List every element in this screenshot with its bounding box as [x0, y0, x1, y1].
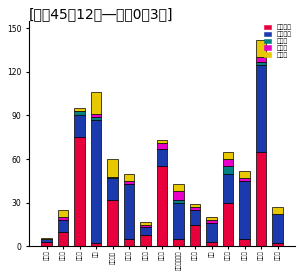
- Bar: [157, 140, 167, 143]
- Bar: [223, 203, 233, 246]
- Bar: [107, 159, 118, 176]
- Bar: [157, 143, 167, 149]
- Bar: [74, 108, 85, 111]
- Bar: [223, 166, 233, 174]
- Bar: [256, 65, 266, 152]
- Bar: [58, 220, 69, 232]
- Bar: [157, 166, 167, 246]
- Bar: [173, 239, 184, 246]
- Bar: [206, 217, 217, 220]
- Bar: [190, 204, 201, 207]
- Bar: [173, 200, 184, 203]
- Bar: [272, 214, 283, 243]
- Bar: [91, 114, 101, 117]
- Bar: [74, 111, 85, 116]
- Bar: [41, 242, 52, 246]
- Bar: [74, 116, 85, 137]
- Bar: [140, 227, 151, 235]
- Bar: [124, 174, 134, 181]
- Bar: [173, 203, 184, 239]
- Bar: [256, 40, 266, 57]
- Bar: [124, 184, 134, 239]
- Bar: [140, 225, 151, 227]
- Bar: [91, 117, 101, 120]
- Bar: [206, 242, 217, 246]
- Bar: [190, 210, 201, 225]
- Bar: [272, 207, 283, 214]
- Bar: [41, 238, 52, 239]
- Legend: 油の流出, 魚の浮上, 臭い水, 異常値, その他: 油の流出, 魚の浮上, 臭い水, 異常値, その他: [263, 24, 292, 58]
- Bar: [206, 223, 217, 242]
- Bar: [58, 232, 69, 246]
- Bar: [107, 176, 118, 178]
- Bar: [173, 184, 184, 191]
- Bar: [58, 210, 69, 217]
- Bar: [239, 181, 250, 239]
- Bar: [91, 92, 101, 114]
- Bar: [223, 159, 233, 166]
- Bar: [256, 152, 266, 246]
- Bar: [239, 178, 250, 181]
- Bar: [124, 181, 134, 184]
- Bar: [124, 239, 134, 246]
- Bar: [58, 217, 69, 220]
- Bar: [41, 239, 52, 242]
- Bar: [157, 149, 167, 166]
- Bar: [190, 207, 201, 210]
- Text: [昭和45年12月―平成0幺3月]: [昭和45年12月―平成0幺3月]: [29, 7, 174, 21]
- Bar: [107, 178, 118, 200]
- Bar: [107, 200, 118, 246]
- Bar: [272, 243, 283, 246]
- Bar: [239, 239, 250, 246]
- Bar: [256, 57, 266, 62]
- Bar: [190, 225, 201, 246]
- Bar: [91, 120, 101, 243]
- Bar: [173, 191, 184, 200]
- Bar: [74, 137, 85, 246]
- Bar: [140, 222, 151, 225]
- Bar: [91, 243, 101, 246]
- Bar: [206, 220, 217, 223]
- Bar: [223, 152, 233, 159]
- Bar: [140, 235, 151, 246]
- Bar: [239, 171, 250, 178]
- Bar: [223, 174, 233, 203]
- Bar: [256, 62, 266, 65]
